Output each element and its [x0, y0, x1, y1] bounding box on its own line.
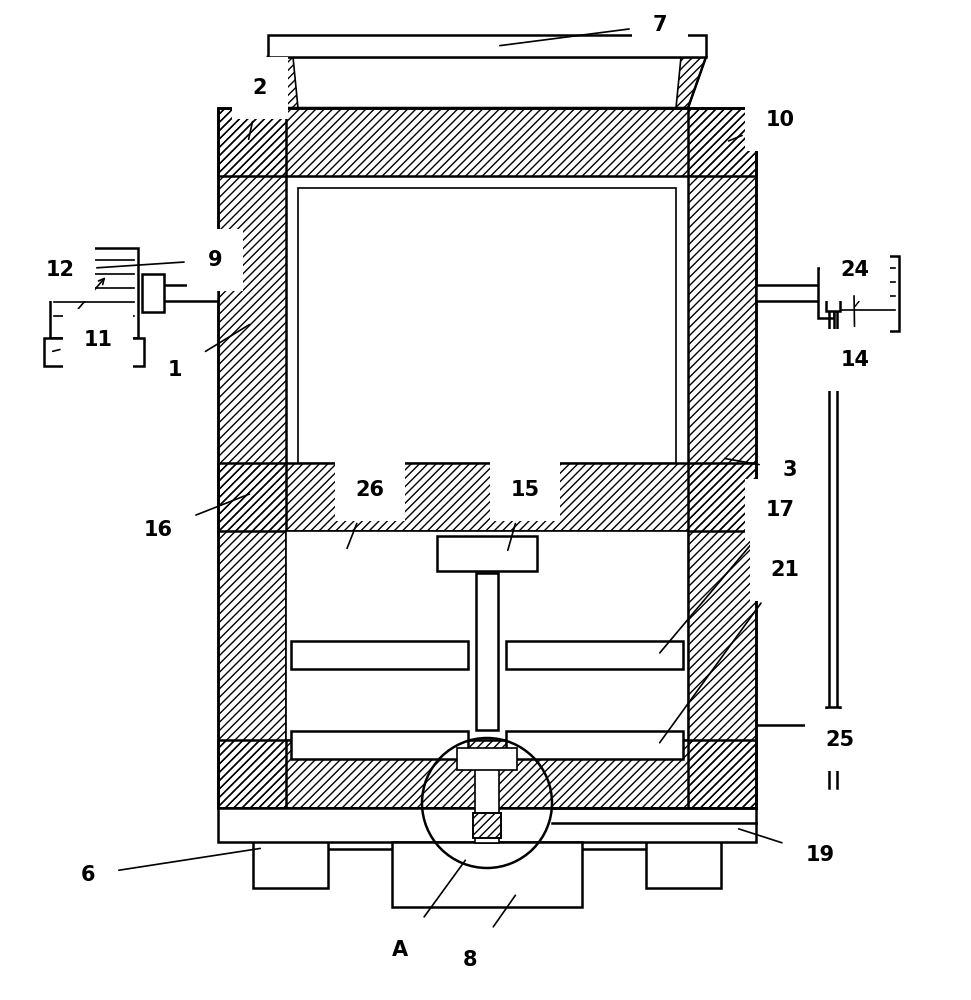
Bar: [148, 285, 218, 301]
Text: 17: 17: [659, 500, 794, 653]
Text: 6: 6: [81, 848, 260, 885]
Bar: [826, 707, 840, 743]
Bar: [291, 641, 468, 669]
Text: 16: 16: [144, 494, 250, 540]
Bar: [142, 274, 164, 312]
Text: 26: 26: [347, 480, 385, 548]
Text: 24: 24: [841, 258, 869, 280]
Bar: [834, 256, 899, 331]
Bar: [392, 842, 582, 907]
Polygon shape: [268, 57, 706, 108]
Bar: [688, 108, 756, 808]
Bar: [218, 108, 756, 176]
Bar: [218, 108, 286, 808]
Text: 15: 15: [508, 480, 540, 550]
Bar: [475, 763, 499, 843]
Text: A: A: [392, 860, 465, 960]
Text: 14: 14: [841, 296, 869, 370]
Text: 7: 7: [500, 15, 667, 46]
Text: 21: 21: [659, 560, 799, 743]
Bar: [286, 531, 688, 740]
Text: 8: 8: [463, 895, 516, 970]
Bar: [437, 536, 537, 571]
Bar: [818, 268, 834, 318]
Text: 2: 2: [249, 78, 267, 139]
Bar: [291, 821, 468, 849]
Text: 25: 25: [825, 728, 854, 750]
Bar: [218, 740, 756, 808]
Text: 1: 1: [168, 324, 250, 380]
Bar: [473, 813, 501, 838]
Bar: [218, 108, 756, 808]
Bar: [253, 808, 328, 888]
Text: 19: 19: [739, 829, 834, 865]
Bar: [506, 641, 683, 669]
Bar: [218, 463, 756, 531]
Bar: [756, 285, 826, 301]
Bar: [50, 248, 138, 338]
Bar: [506, 821, 683, 849]
Bar: [291, 731, 468, 759]
Bar: [646, 808, 721, 888]
Bar: [826, 275, 840, 311]
Bar: [298, 188, 676, 463]
Text: 12: 12: [46, 260, 75, 291]
Bar: [457, 748, 517, 770]
Bar: [437, 536, 537, 571]
Text: 9: 9: [97, 250, 222, 270]
Bar: [473, 813, 501, 838]
Text: 3: 3: [724, 458, 797, 480]
Bar: [218, 808, 756, 842]
Bar: [268, 35, 706, 57]
Bar: [476, 573, 498, 730]
Bar: [44, 338, 144, 366]
Text: 11: 11: [52, 330, 113, 351]
Bar: [506, 731, 683, 759]
Text: 10: 10: [728, 110, 794, 141]
